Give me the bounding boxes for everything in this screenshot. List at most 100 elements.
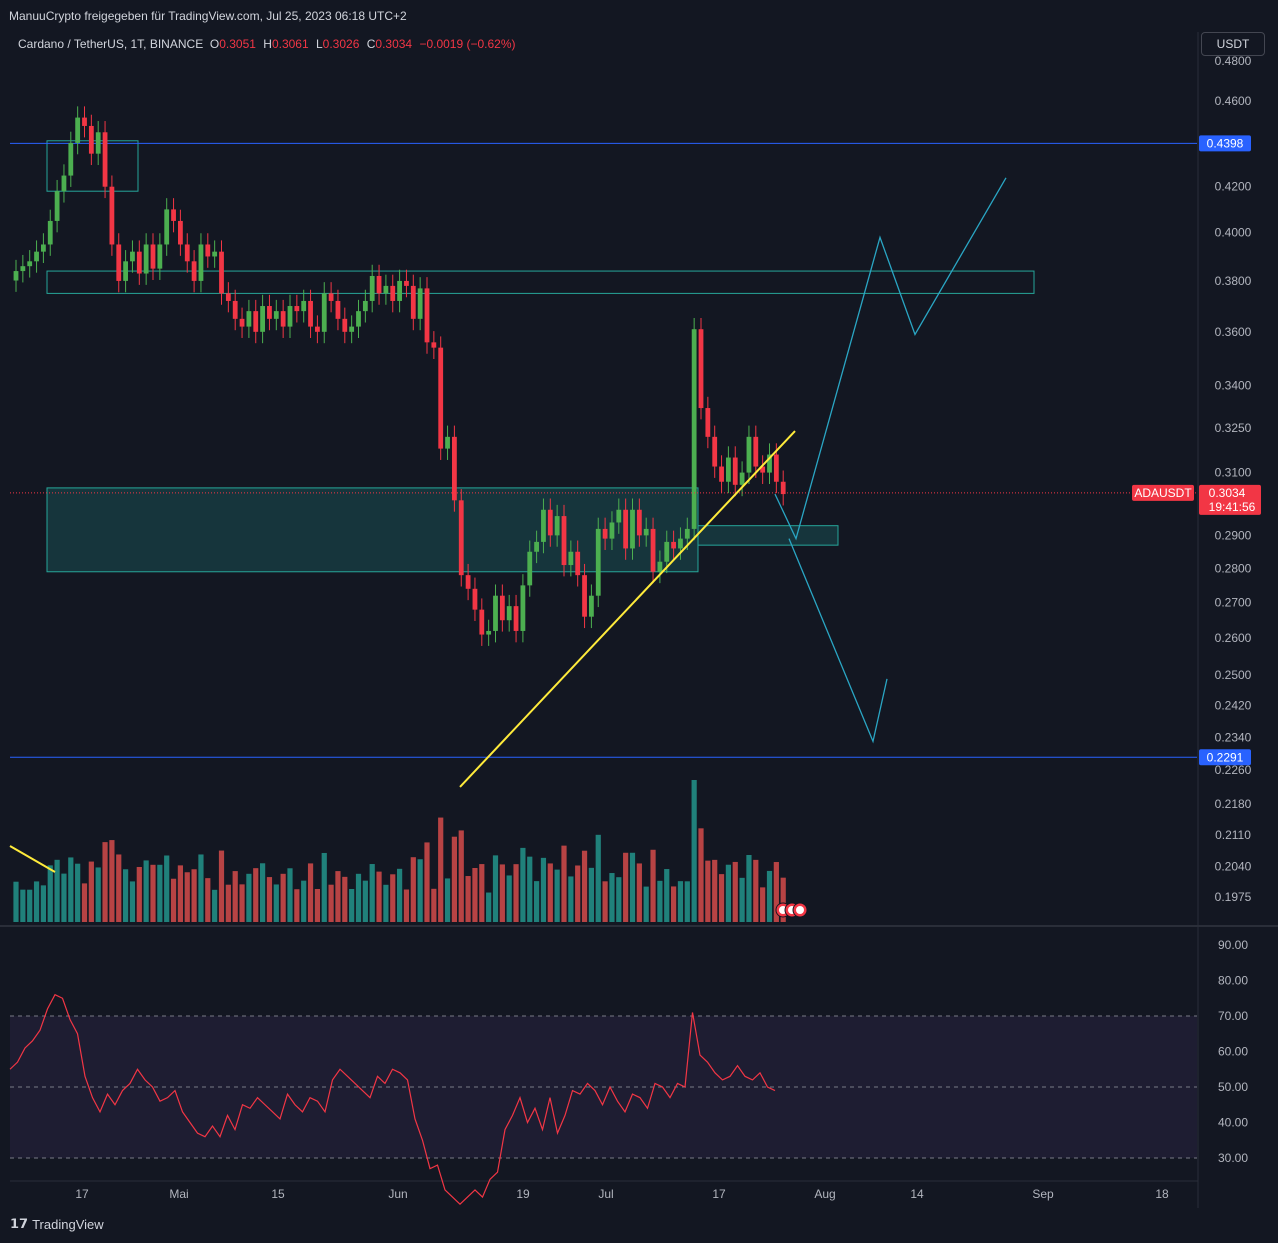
candle-body xyxy=(616,509,622,523)
volume-bar xyxy=(438,817,444,922)
volume-bar xyxy=(81,883,88,922)
volume-bar xyxy=(534,881,540,922)
time-tick-label: Jul xyxy=(598,1187,613,1201)
candle-body xyxy=(356,311,361,327)
time-tick-label: 18 xyxy=(1155,1187,1169,1201)
volume-bar xyxy=(212,889,218,922)
candle-body xyxy=(438,347,444,449)
volume-bar xyxy=(410,857,416,922)
candle-body xyxy=(746,436,752,473)
candle-body xyxy=(308,300,313,327)
tradingview-logo-icon: 𝟭𝟳 xyxy=(10,1216,29,1231)
price-zone xyxy=(46,487,699,573)
level-price-label: 0.4398 xyxy=(1207,136,1244,150)
volume-bar xyxy=(581,850,588,922)
volume-bar xyxy=(677,881,684,922)
candle-body xyxy=(116,244,122,281)
rsi-line xyxy=(9,993,776,1205)
candle-body xyxy=(780,481,786,495)
candles-group xyxy=(13,106,786,646)
volume-bar xyxy=(547,863,553,922)
footer-brand[interactable]: 𝟭𝟳 TradingView xyxy=(10,1216,104,1232)
time-tick-label: Sep xyxy=(1032,1187,1054,1201)
volume-bar xyxy=(170,878,177,922)
candle-body xyxy=(684,528,690,539)
candle-body xyxy=(376,275,382,294)
volume-bar xyxy=(342,876,348,922)
candle-body xyxy=(280,311,286,327)
candle-body xyxy=(541,509,546,542)
volume-bar xyxy=(260,863,266,922)
volume-bar xyxy=(773,862,779,922)
volume-bar xyxy=(123,869,129,922)
candle-body xyxy=(164,209,170,245)
candle-body xyxy=(178,220,183,245)
volume-bar xyxy=(397,868,403,922)
level-price-label: 0.2291 xyxy=(1207,750,1244,764)
volume-bar xyxy=(513,864,519,922)
volume-bar xyxy=(739,877,745,922)
volume-bar xyxy=(253,868,259,922)
candle-body xyxy=(109,186,115,245)
price-zone xyxy=(46,270,1035,294)
volume-bar xyxy=(499,864,505,922)
candle-body xyxy=(732,457,738,485)
volume-bar xyxy=(431,888,437,922)
current-price-label: 0.3034 xyxy=(1209,486,1246,500)
candle-body xyxy=(431,342,437,348)
volume-bar xyxy=(239,884,245,922)
low-value: 0.3026 xyxy=(322,37,360,51)
volume-bar xyxy=(664,869,670,922)
candle-body xyxy=(68,142,74,176)
candle-body xyxy=(130,251,135,262)
volume-bar xyxy=(75,863,81,922)
candle-body xyxy=(458,500,464,576)
candle-body xyxy=(452,436,457,501)
rsi-tick-label: 60.00 xyxy=(1218,1045,1248,1059)
candle-body xyxy=(760,466,766,473)
volume-bar xyxy=(732,861,738,922)
volume-bar xyxy=(760,887,766,922)
candle-body xyxy=(225,293,231,301)
volume-bar xyxy=(623,852,629,922)
candle-body xyxy=(773,454,779,482)
candle-body xyxy=(493,595,498,631)
volume-bar xyxy=(465,876,471,922)
candle-body xyxy=(554,516,560,536)
candle-body xyxy=(575,551,581,576)
candle-body xyxy=(349,326,355,332)
candle-body xyxy=(410,285,416,319)
candle-body xyxy=(486,630,492,635)
volume-bar xyxy=(13,881,19,922)
price-tick-label: 0.2500 xyxy=(1215,668,1252,682)
candle-body xyxy=(212,251,218,257)
candle-body xyxy=(13,271,19,281)
volume-group xyxy=(13,780,786,922)
price-tick-label: 0.3250 xyxy=(1215,421,1252,435)
candle-body xyxy=(568,551,574,566)
candle-body xyxy=(88,125,94,154)
candle-body xyxy=(678,538,683,549)
trendline-fragment xyxy=(9,845,56,873)
price-tick-label: 0.3600 xyxy=(1215,325,1252,339)
volume-bar xyxy=(520,847,526,922)
volume-bar xyxy=(225,884,231,922)
candle-body xyxy=(321,293,327,332)
candle-body xyxy=(636,509,642,536)
volume-bar xyxy=(616,877,622,922)
volume-bar xyxy=(198,854,204,922)
candle-body xyxy=(362,300,368,312)
projection-path-bullish xyxy=(774,177,1007,541)
open-value: 0.3051 xyxy=(219,37,256,51)
volume-bar xyxy=(657,880,663,922)
candle-body xyxy=(219,251,224,294)
volume-bar xyxy=(451,836,457,922)
price-tick-label: 0.2420 xyxy=(1215,699,1252,713)
currency-selector-button[interactable]: USDT xyxy=(1201,32,1265,56)
volume-bar xyxy=(568,876,574,922)
candle-body xyxy=(547,509,553,536)
symbol-description[interactable]: Cardano / TetherUS, 1T, BINANCE xyxy=(18,37,204,51)
rsi-tick-label: 80.00 xyxy=(1218,974,1248,988)
high-value: 0.3061 xyxy=(271,37,309,51)
